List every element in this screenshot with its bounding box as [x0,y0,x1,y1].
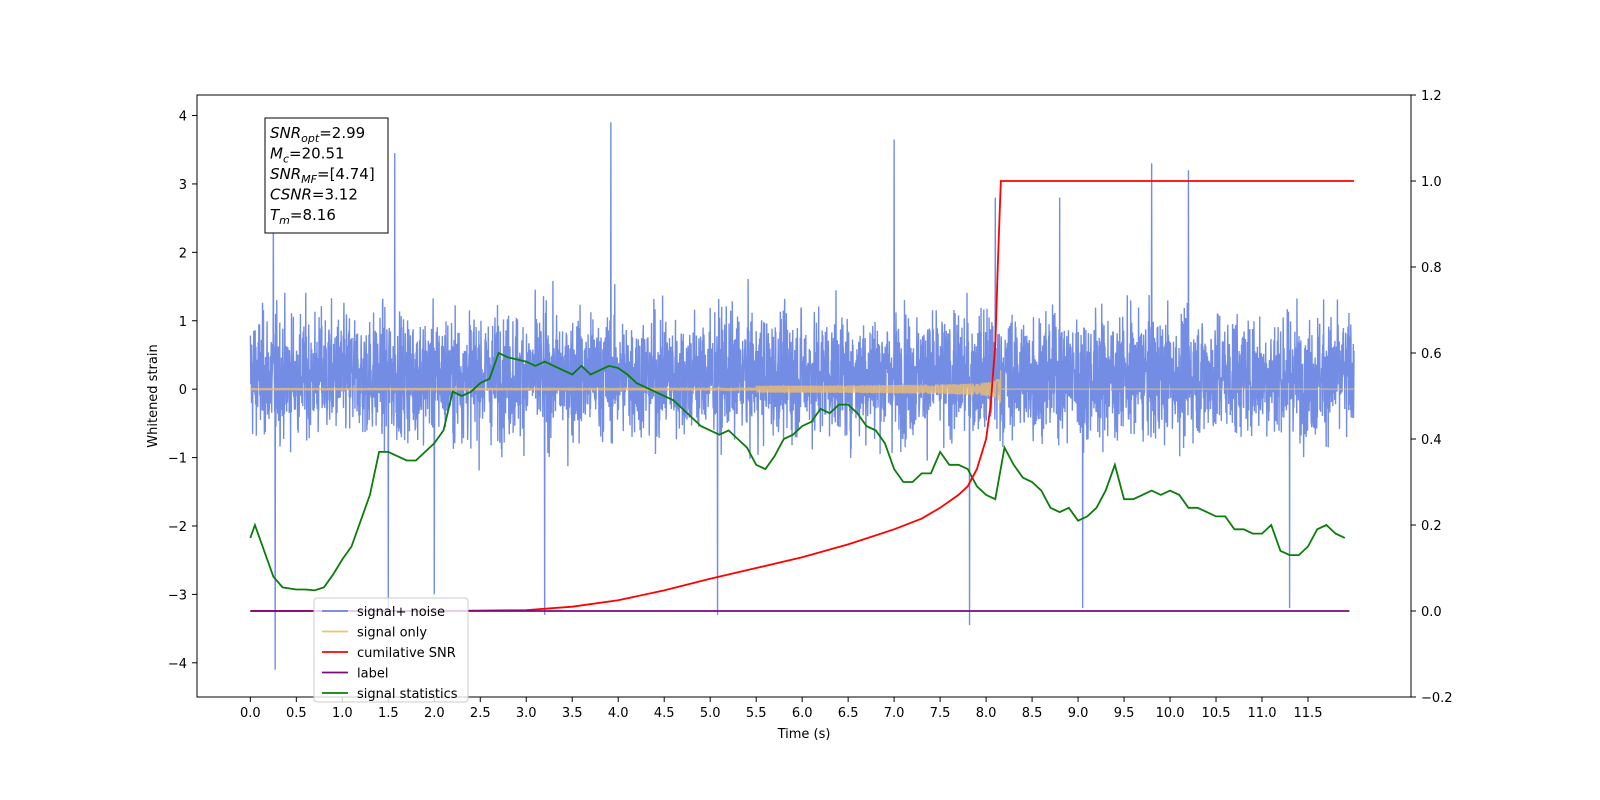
signal-statistics-line [249,351,1346,592]
info-box-line: Tm=8.16 [270,206,336,227]
x-tick-label: 9.0 [1068,706,1089,721]
signal-trace [249,370,1354,403]
y2-tick-label: 1.2 [1421,89,1442,104]
y-tick-label: −1 [168,452,187,467]
y-axis-right: 1.2 1.0 0.8 0.6 0.4 0.2 0.0 −0.2 [1411,89,1453,706]
x-tick-label: 11.5 [1294,706,1323,721]
y-tick-label: 3 [179,178,187,193]
y-axis-left: 4 3 2 1 0 −1 −2 −3 −4 [168,110,197,672]
x-tick-label: 11.0 [1248,706,1277,721]
legend-entry-label: signal+ noise [357,605,445,620]
y-tick-label: −2 [168,520,187,535]
x-tick-label: 2.0 [424,706,445,721]
y2-tick-label: 0.8 [1421,261,1442,276]
x-tick-label: 1.5 [378,706,399,721]
x-axis: 0.0 0.5 1.0 1.5 2.0 2.5 3.0 3.5 4.0 4.5 5.0 5.5 6.0 6… [240,697,1322,721]
y-tick-label: 1 [179,315,187,330]
x-tick-label: 5.0 [700,706,721,721]
x-tick-label: 5.5 [746,706,767,721]
info-box-line: CSNR=3.12 [270,186,358,204]
y-tick-label: 0 [179,383,187,398]
info-box-line: SNRMF=[4.74] [270,165,375,186]
x-tick-label: 9.5 [1114,706,1135,721]
info-box-line: Mc=20.51 [270,145,345,166]
x-tick-label: 7.5 [930,706,951,721]
y-tick-label: 2 [179,246,187,261]
x-tick-label: 3.0 [516,706,537,721]
legend: signal+ noise signal only cumilative SNR la… [313,597,469,703]
x-tick-label: 6.0 [792,706,813,721]
series-signal-noise [249,122,1355,670]
x-axis-label: Time (s) [777,727,831,742]
series-signal-only [249,370,1354,403]
y2-tick-label: 1.0 [1421,175,1442,190]
y-tick-label: −4 [168,657,187,672]
legend-entry-label: label [357,667,388,682]
legend-frame [313,597,469,703]
y-tick-label: 4 [179,110,187,125]
x-tick-label: 0.0 [240,706,261,721]
y-tick-label: −3 [168,588,187,603]
info-box-frame [264,117,389,234]
legend-entry-label: signal only [357,626,427,641]
x-tick-label: 7.0 [884,706,905,721]
x-tick-label: 2.5 [470,706,491,721]
x-tick-label: 1.0 [332,706,353,721]
y-axis-label: Whitened strain [146,344,161,447]
series-cumilative-snr [250,180,1354,612]
x-tick-label: 0.5 [286,706,307,721]
info-box: SNRopt=2.99Mc=20.51SNRMF=[4.74]CSNR=3.12… [264,117,389,234]
y2-tick-label: 0.6 [1421,347,1442,362]
legend-entry-label: cumilative SNR [357,646,456,661]
legend-entry-label: signal statistics [357,687,458,702]
x-tick-label: 8.5 [1022,706,1043,721]
x-tick-label: 4.5 [654,706,675,721]
y2-tick-label: 0.4 [1421,433,1442,448]
x-tick-label: 4.0 [608,706,629,721]
cumilative-snr-line [250,180,1354,612]
x-tick-label: 3.5 [562,706,583,721]
x-tick-label: 6.5 [838,706,859,721]
y2-tick-label: −0.2 [1421,691,1453,706]
x-tick-label: 8.0 [976,706,997,721]
x-tick-label: 10.5 [1202,706,1231,721]
info-box-line: SNRopt=2.99 [270,124,365,145]
plot-frame [196,94,1412,698]
x-tick-label: 10.0 [1156,706,1185,721]
y2-tick-label: 0.0 [1421,605,1442,620]
series-signal-statistics [249,351,1346,592]
y2-tick-label: 0.2 [1421,519,1442,534]
noise-trace [249,122,1355,670]
